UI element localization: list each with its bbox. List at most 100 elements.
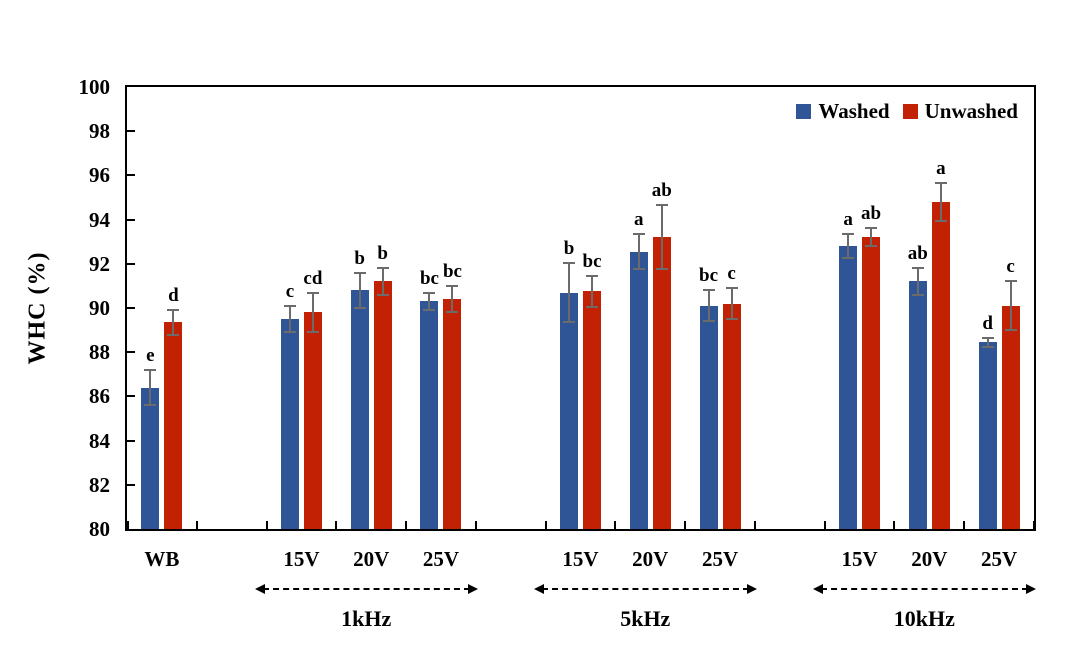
error-bar-cap bbox=[865, 227, 878, 230]
bar-unwashed bbox=[583, 291, 601, 529]
bar-unwashed bbox=[862, 237, 881, 529]
y-tick-mark bbox=[127, 174, 135, 177]
bar-unwashed bbox=[443, 299, 462, 529]
x-tick-mark bbox=[753, 521, 756, 529]
arrowhead-left-icon bbox=[812, 584, 823, 594]
error-bar-cap bbox=[423, 291, 436, 294]
error-bar-cap bbox=[934, 182, 947, 185]
error-bar-cap bbox=[306, 331, 319, 334]
error-bar bbox=[870, 228, 873, 247]
bar-washed bbox=[629, 251, 648, 529]
x-tick-mark bbox=[405, 521, 408, 529]
bar-washed bbox=[280, 319, 299, 529]
dashed-line bbox=[541, 588, 749, 590]
error-bar-cap bbox=[353, 307, 366, 309]
error-bar-cap bbox=[865, 245, 878, 248]
error-bar-cap bbox=[702, 289, 715, 292]
arrowhead-right-icon bbox=[467, 584, 478, 594]
bar-washed bbox=[560, 292, 578, 529]
error-bar bbox=[730, 288, 733, 320]
significance-letter: a bbox=[843, 208, 853, 230]
error-bar-cap bbox=[981, 345, 994, 348]
x-category-label: WB bbox=[144, 547, 180, 571]
y-tick-mark bbox=[127, 395, 135, 398]
bar-unwashed bbox=[303, 312, 322, 529]
x-category-label: 15V bbox=[562, 547, 599, 571]
dashed-line bbox=[262, 588, 470, 590]
significance-letter: e bbox=[146, 344, 155, 366]
range-arrow-1khz bbox=[254, 584, 478, 596]
error-bar bbox=[358, 272, 361, 308]
error-bar-cap bbox=[586, 305, 598, 308]
bar-washed bbox=[839, 246, 858, 529]
error-bar-cap bbox=[632, 268, 645, 271]
y-tick-label: 100 bbox=[78, 75, 111, 99]
arrowhead-left-icon bbox=[533, 584, 544, 594]
plot-area: Washed Unwashed e d c cd b b bc bc b bc a ab bc c a ab a… bbox=[125, 85, 1036, 531]
y-tick-mark bbox=[127, 218, 135, 221]
x-tick-mark bbox=[893, 521, 896, 529]
significance-letter: d bbox=[982, 312, 993, 334]
error-bar bbox=[288, 305, 291, 333]
error-bar-cap bbox=[423, 309, 436, 312]
y-tick-mark bbox=[127, 483, 135, 486]
error-bar-cap bbox=[563, 261, 575, 264]
x-tick-mark bbox=[1033, 521, 1035, 529]
significance-letter: bc bbox=[699, 265, 719, 287]
error-bar bbox=[568, 262, 570, 323]
error-bar-cap bbox=[655, 204, 668, 207]
error-bar bbox=[149, 369, 152, 406]
error-bar-cap bbox=[655, 268, 668, 271]
y-tick-label: 80 bbox=[89, 517, 110, 541]
y-tick-label: 88 bbox=[89, 340, 110, 365]
error-bar-cap bbox=[981, 336, 994, 339]
x-category-label: 20V bbox=[353, 547, 390, 571]
error-bar bbox=[381, 268, 384, 295]
x-tick-mark bbox=[684, 521, 687, 529]
significance-letter: b bbox=[377, 243, 388, 265]
significance-letter: bc bbox=[582, 250, 602, 272]
error-bar bbox=[847, 233, 850, 259]
y-tick-mark bbox=[127, 439, 135, 442]
bar-unwashed bbox=[164, 322, 183, 529]
error-bar-cap bbox=[842, 232, 855, 235]
bar-washed bbox=[908, 281, 927, 529]
error-bar bbox=[591, 275, 593, 307]
error-bar-cap bbox=[446, 311, 459, 314]
significance-letter: b bbox=[563, 237, 575, 259]
error-bar-cap bbox=[725, 318, 738, 321]
error-bar bbox=[637, 233, 640, 270]
error-bar-cap bbox=[702, 320, 715, 323]
error-bar bbox=[939, 183, 942, 221]
error-bar bbox=[986, 337, 989, 347]
error-bar-cap bbox=[144, 404, 157, 407]
significance-letter: a bbox=[634, 208, 644, 230]
range-arrow-10khz bbox=[812, 584, 1036, 596]
error-bar bbox=[451, 285, 454, 313]
error-bar-cap bbox=[911, 293, 924, 296]
significance-letter: ab bbox=[907, 243, 928, 265]
y-tick-label: 98 bbox=[89, 119, 110, 144]
error-bar bbox=[172, 310, 175, 335]
error-bar-cap bbox=[353, 271, 366, 274]
y-tick-label: 94 bbox=[89, 207, 110, 232]
x-category-label: 25V bbox=[701, 547, 739, 571]
arrowhead-right-icon bbox=[1025, 584, 1036, 594]
error-bar bbox=[311, 292, 314, 333]
x-tick-mark bbox=[127, 521, 129, 529]
bar-washed bbox=[978, 342, 997, 529]
bar-unwashed bbox=[931, 201, 950, 529]
x-tick-mark bbox=[335, 521, 338, 529]
x-category-label: 15V bbox=[841, 547, 878, 571]
error-bar-cap bbox=[934, 219, 947, 222]
arrowhead-right-icon bbox=[746, 584, 757, 594]
y-tick-label: 92 bbox=[89, 251, 110, 276]
error-bar-cap bbox=[725, 287, 738, 290]
significance-letter: ab bbox=[861, 203, 882, 225]
bar-washed bbox=[699, 305, 718, 529]
x-tick-mark bbox=[963, 521, 966, 529]
x-category-label: 20V bbox=[632, 547, 669, 571]
bar-unwashed bbox=[722, 303, 741, 529]
significance-letter: bc bbox=[419, 267, 439, 289]
